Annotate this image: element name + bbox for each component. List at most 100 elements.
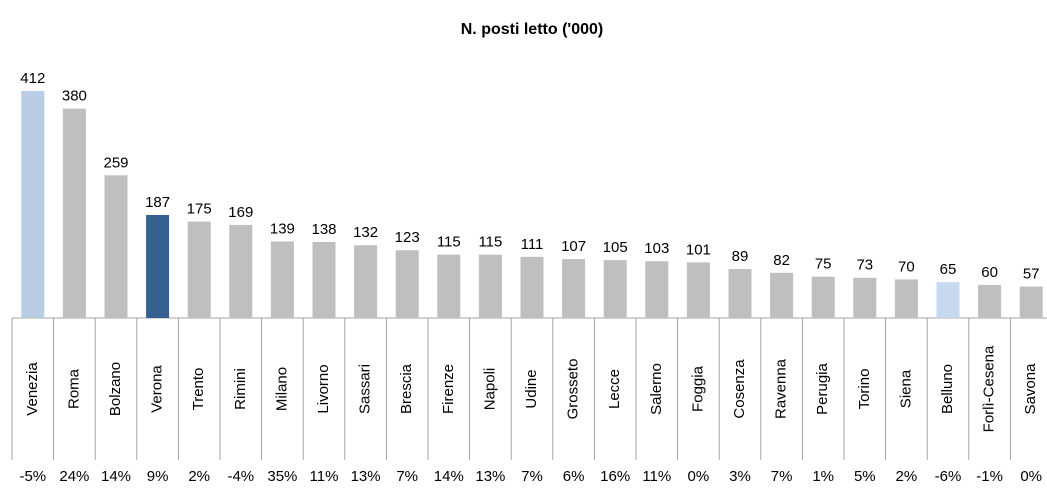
x-tick-label: Roma xyxy=(65,368,82,409)
x-tick-label: Grosseto xyxy=(565,359,582,420)
bar xyxy=(728,268,752,318)
bar xyxy=(936,282,960,318)
bar xyxy=(520,256,544,318)
x-tick-label: Venezia xyxy=(24,362,41,416)
value-label: 169 xyxy=(228,204,253,221)
value-label: 75 xyxy=(815,256,832,273)
bar xyxy=(478,254,502,318)
value-label: 103 xyxy=(644,240,669,257)
value-label: 187 xyxy=(145,194,170,211)
change-label: 14% xyxy=(434,468,464,485)
bar xyxy=(146,214,170,318)
value-label: 123 xyxy=(395,229,420,246)
value-label: 107 xyxy=(561,238,586,255)
change-label: 24% xyxy=(59,468,89,485)
value-label: 175 xyxy=(187,201,212,218)
value-label: 73 xyxy=(856,257,873,274)
bar xyxy=(354,245,378,318)
change-label: -5% xyxy=(19,468,46,485)
x-tick-label: Perugia xyxy=(814,362,831,414)
x-tick-label: Brescia xyxy=(398,363,415,414)
x-tick-label: Foggia xyxy=(689,365,706,412)
bar xyxy=(187,221,211,318)
bar xyxy=(104,175,128,318)
x-tick-label: Udine xyxy=(523,369,540,408)
change-label: 0% xyxy=(688,468,710,485)
change-label: 11% xyxy=(310,468,339,485)
x-tick-label: Salerno xyxy=(648,363,665,415)
value-label: 132 xyxy=(353,224,378,241)
value-label: 70 xyxy=(898,258,915,275)
x-tick-label: Forlì-Cesena xyxy=(981,345,998,432)
x-tick-label: Bolzano xyxy=(107,362,124,416)
change-label: -4% xyxy=(227,468,254,485)
value-label: 101 xyxy=(686,241,711,258)
x-tick-label: Belluno xyxy=(939,364,956,414)
value-label: 65 xyxy=(940,261,957,278)
bar xyxy=(270,241,294,318)
x-tick-label: Milano xyxy=(273,367,290,411)
bar xyxy=(21,90,45,318)
value-label: 57 xyxy=(1023,266,1040,283)
x-tick-label: Trento xyxy=(190,368,207,411)
value-label: 412 xyxy=(20,70,45,87)
bar xyxy=(978,284,1002,318)
x-tick-label: Rimini xyxy=(232,368,249,410)
value-label: 115 xyxy=(437,234,461,251)
value-label: 115 xyxy=(478,234,502,251)
value-label: 138 xyxy=(311,221,336,238)
change-label: 13% xyxy=(351,468,381,485)
x-tick-label: Sassari xyxy=(357,364,374,414)
change-label: 1% xyxy=(812,468,834,485)
change-label: 11% xyxy=(642,468,671,485)
value-label: 89 xyxy=(732,248,749,265)
x-tick-label: Savona xyxy=(1022,363,1039,415)
bar xyxy=(686,262,710,318)
x-tick-label: Verona xyxy=(149,365,166,413)
change-label: -6% xyxy=(935,468,962,485)
change-label: 5% xyxy=(854,468,876,485)
bar xyxy=(770,272,794,318)
change-label: 6% xyxy=(563,468,585,485)
bar xyxy=(1019,286,1043,318)
x-tick-label: Firenze xyxy=(440,364,457,414)
value-label: 82 xyxy=(773,252,790,269)
x-tick-label: Torino xyxy=(856,369,873,410)
chart-title: N. posti letto ('000) xyxy=(461,21,603,38)
bar xyxy=(894,279,918,318)
bar xyxy=(645,261,669,318)
x-tick-label: Lecce xyxy=(606,369,623,409)
change-label: 7% xyxy=(771,468,793,485)
change-label: 2% xyxy=(896,468,918,485)
value-label: 139 xyxy=(270,220,295,237)
change-label: 13% xyxy=(475,468,505,485)
change-label: 3% xyxy=(729,468,751,485)
change-label: 35% xyxy=(267,468,297,485)
change-label: -1% xyxy=(976,468,1003,485)
change-label: 0% xyxy=(1020,468,1042,485)
change-label: 2% xyxy=(188,468,210,485)
change-label: 7% xyxy=(396,468,418,485)
x-tick-label: Siena xyxy=(897,369,914,408)
x-tick-label: Napoli xyxy=(481,368,498,411)
value-label: 259 xyxy=(103,154,128,171)
x-tick-label: Livorno xyxy=(315,364,332,413)
change-label: 14% xyxy=(101,468,131,485)
bar xyxy=(312,241,336,318)
value-label: 60 xyxy=(981,264,998,281)
bar xyxy=(603,260,627,318)
bar xyxy=(562,259,586,318)
bar xyxy=(395,250,419,318)
x-tick-label: Cosenza xyxy=(731,359,748,419)
bar xyxy=(811,276,835,318)
bar xyxy=(62,108,86,319)
x-tick-label: Ravenna xyxy=(773,358,790,419)
bar xyxy=(853,277,877,318)
value-label: 105 xyxy=(603,239,628,256)
change-label: 7% xyxy=(521,468,543,485)
bar xyxy=(437,254,461,318)
value-label: 111 xyxy=(521,236,544,253)
bar xyxy=(229,224,253,318)
change-label: 16% xyxy=(600,468,630,485)
